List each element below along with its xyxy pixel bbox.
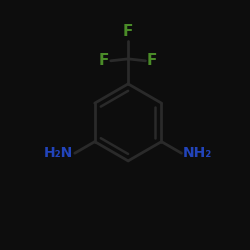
Text: F: F [99,53,109,68]
Text: F: F [123,24,133,39]
Text: F: F [147,53,157,68]
Text: NH₂: NH₂ [183,146,212,160]
Text: H₂N: H₂N [44,146,74,160]
